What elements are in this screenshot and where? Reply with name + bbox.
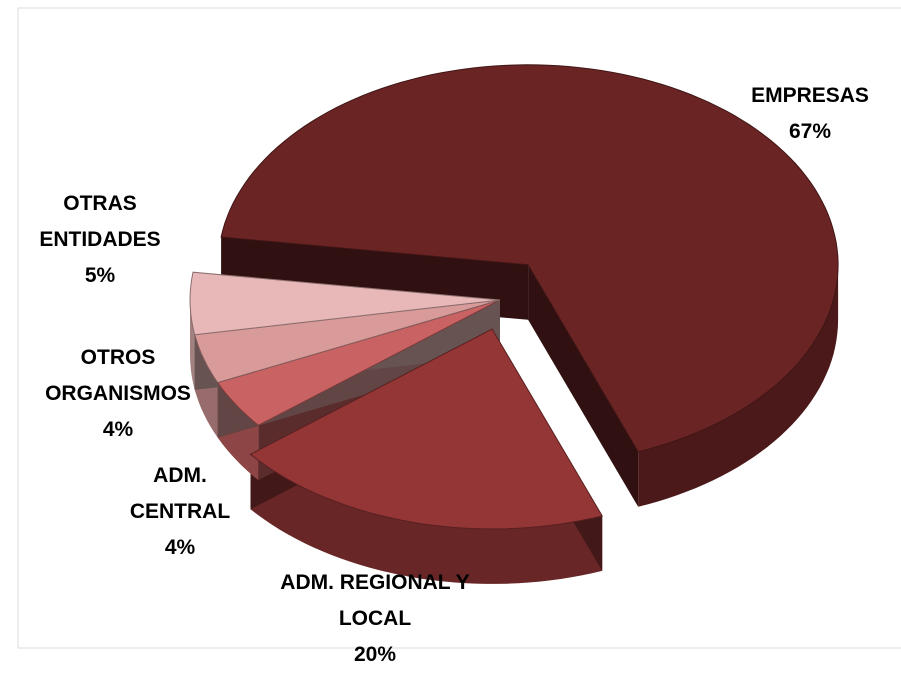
slice-side	[638, 264, 839, 507]
pie-slice	[194, 299, 501, 384]
category-label: EMPRESAS	[751, 84, 869, 107]
value-label: 4%	[164, 536, 196, 559]
slice-side	[190, 300, 195, 390]
value-label: 5%	[84, 264, 116, 287]
pie-slice	[189, 271, 501, 336]
slice-label: EMPRESAS 67%	[730, 78, 890, 150]
category-label: OTRAS ENTIDADES	[39, 192, 161, 251]
slice-label: ADM. REGIONAL Y LOCAL 20%	[255, 565, 495, 673]
category-label: OTROS ORGANISMOS	[45, 346, 191, 405]
pie-slice	[249, 328, 603, 530]
slice-label: OTROS ORGANISMOS 4%	[28, 340, 208, 448]
value-label: 67%	[788, 120, 832, 143]
slice-edge	[528, 264, 639, 507]
value-label: 20%	[353, 643, 397, 666]
pie-slice	[216, 299, 501, 426]
value-label: 4%	[102, 418, 134, 441]
slice-label: ADM. CENTRAL 4%	[120, 458, 240, 566]
pie-slice	[220, 64, 839, 453]
slice-label: OTRAS ENTIDADES 5%	[20, 186, 180, 294]
slice-side	[250, 454, 603, 584]
category-label: ADM. REGIONAL Y LOCAL	[280, 571, 470, 630]
category-label: ADM. CENTRAL	[129, 464, 231, 523]
chart-frame	[17, 7, 901, 649]
